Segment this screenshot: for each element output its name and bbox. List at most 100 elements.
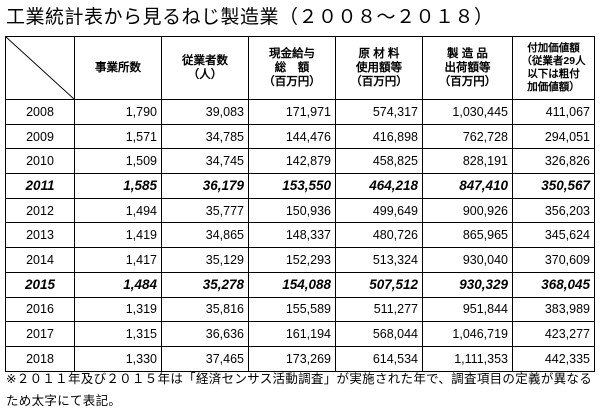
cell-establishments: 1,509 — [74, 148, 162, 175]
cell-materials: 513,324 — [335, 247, 423, 273]
cell-value-added: 368,045 — [512, 271, 595, 298]
cell-establishments: 1,494 — [74, 197, 162, 224]
cell-value-added: 411,067 — [512, 99, 595, 125]
cell-shipments: 762,728 — [422, 123, 513, 150]
header-label-line: 事業所数 — [95, 62, 141, 74]
table-row: 2015 1,484 35,278 154,088 507,512 930,329 368,… — [5, 271, 595, 298]
header-label-line: 加価値額） — [527, 81, 580, 93]
cell-establishments: 1,417 — [74, 247, 162, 273]
cell-value-added: 294,051 — [512, 123, 595, 150]
header-employees: 従業者数 （人） — [161, 36, 249, 100]
cell-establishments: 1,571 — [74, 123, 162, 150]
cell-shipments: 951,844 — [422, 296, 513, 323]
cell-year: 2012 — [5, 197, 75, 224]
footnote: ※２０１１年及び２０１５年は「経済センサス活動調査」が実施された年で、調査項目の… — [6, 371, 593, 408]
cell-value-added: 356,203 — [512, 197, 595, 224]
cell-materials: 416,898 — [335, 123, 423, 150]
cell-materials: 574,317 — [335, 99, 423, 125]
cell-shipments: 828,191 — [422, 148, 513, 175]
header-label-line: 以下は粗付 — [527, 68, 580, 80]
cell-employees: 35,777 — [161, 197, 249, 224]
cell-shipments: 930,040 — [422, 247, 513, 273]
table-row: 2014 1,417 35,129 152,293 513,324 930,040 370,… — [5, 247, 595, 273]
cell-materials: 499,649 — [335, 197, 423, 224]
header-label-line: 従業者数 — [182, 55, 228, 67]
cell-year: 2017 — [5, 321, 75, 347]
cell-wages: 150,936 — [248, 197, 336, 224]
cell-year: 2008 — [5, 99, 75, 125]
cell-employees: 35,278 — [161, 271, 249, 298]
table-row: 2008 1,790 39,083 171,971 574,317 1,030,445 41… — [5, 99, 595, 125]
cell-materials: 511,277 — [335, 296, 423, 323]
header-establishments: 事業所数 — [74, 36, 162, 100]
cell-employees: 36,636 — [161, 321, 249, 347]
table-row: 2012 1,494 35,777 150,936 499,649 900,926 356,… — [5, 197, 595, 224]
header-label-line: （従業者29人 — [521, 55, 586, 67]
cell-value-added: 423,277 — [512, 321, 595, 347]
cell-shipments: 1,046,719 — [422, 321, 513, 347]
table-row: 2011 1,585 36,179 153,550 464,218 847,410 350,… — [5, 173, 595, 199]
header-label-line: 使用額等 — [356, 62, 402, 74]
cell-establishments: 1,330 — [74, 345, 162, 372]
header-label-line: 出荷額等 — [444, 62, 491, 74]
cell-establishments: 1,319 — [74, 296, 162, 323]
header-label-line: 現金給与 — [269, 48, 315, 60]
cell-wages: 155,589 — [248, 296, 336, 323]
cell-employees: 39,083 — [161, 99, 249, 125]
cell-wages: 171,971 — [248, 99, 336, 125]
cell-shipments: 1,030,445 — [422, 99, 513, 125]
cell-wages: 153,550 — [248, 173, 336, 199]
cell-employees: 35,816 — [161, 296, 249, 323]
header-label-line: （百万円） — [263, 76, 321, 88]
header-label-line: （人） — [187, 69, 223, 81]
cell-establishments: 1,419 — [74, 222, 162, 249]
cell-shipments: 847,410 — [422, 173, 513, 199]
cell-establishments: 1,790 — [74, 99, 162, 125]
header-shipments: 製 造 品出荷額等 （百万円） — [422, 36, 513, 100]
cell-materials: 568,044 — [335, 321, 423, 347]
cell-materials: 507,512 — [335, 271, 423, 298]
table-row: 2017 1,315 36,636 161,194 568,044 1,046,719 42… — [5, 321, 595, 347]
cell-employees: 34,785 — [161, 123, 249, 150]
cell-year: 2009 — [5, 123, 75, 150]
page-title: 工業統計表から見るねじ製造業（２００８～２０１８） — [6, 6, 494, 28]
corner-diagonal-cell — [5, 36, 75, 100]
cell-wages: 148,337 — [248, 222, 336, 249]
cell-value-added: 370,609 — [512, 247, 595, 273]
cell-year: 2014 — [5, 247, 75, 273]
header-label-line: 付加価値額 — [527, 42, 580, 54]
table-row: 2013 1,419 34,865 148,337 480,726 865,965 345,… — [5, 222, 595, 249]
cell-value-added: 350,567 — [512, 173, 595, 199]
cell-materials: 464,218 — [335, 173, 423, 199]
cell-wages: 152,293 — [248, 247, 336, 273]
cell-establishments: 1,585 — [74, 173, 162, 199]
cell-year: 2015 — [5, 271, 75, 298]
cell-employees: 34,745 — [161, 148, 249, 175]
header-materials: 原 材 料使用額等 （百万円） — [335, 36, 423, 100]
cell-value-added: 442,335 — [512, 345, 595, 372]
cell-wages: 173,269 — [248, 345, 336, 372]
cell-establishments: 1,315 — [74, 321, 162, 347]
cell-employees: 36,179 — [161, 173, 249, 199]
cell-value-added: 383,989 — [512, 296, 595, 323]
table-row: 2009 1,571 34,785 144,476 416,898 762,728 294,… — [5, 123, 595, 150]
cell-materials: 458,825 — [335, 148, 423, 175]
header-wages: 現金給与総 額 （百万円） — [248, 36, 336, 100]
cell-year: 2010 — [5, 148, 75, 175]
cell-establishments: 1,484 — [74, 271, 162, 298]
cell-year: 2013 — [5, 222, 75, 249]
cell-shipments: 900,926 — [422, 197, 513, 224]
cell-employees: 35,129 — [161, 247, 249, 273]
header-label-line: （百万円） — [438, 76, 497, 88]
cell-shipments: 865,965 — [422, 222, 513, 249]
cell-year: 2018 — [5, 345, 75, 372]
table-header-row: 事業所数 従業者数 （人） 現金給与総 額（百万円）原 材 料使用額等 （百万円）製 造… — [5, 36, 595, 100]
cell-wages: 144,476 — [248, 123, 336, 150]
cell-wages: 142,879 — [248, 148, 336, 175]
header-label-line: 総 額 — [274, 62, 310, 74]
header-value-added: 付加価値額 （従業者29人 以下は粗付 加価値額） — [512, 36, 595, 100]
cell-wages: 161,194 — [248, 321, 336, 347]
cell-value-added: 345,624 — [512, 222, 595, 249]
cell-year: 2011 — [5, 173, 75, 199]
table-row: 2018 1,330 37,465 173,269 614,534 1,111,353 44… — [5, 345, 595, 372]
